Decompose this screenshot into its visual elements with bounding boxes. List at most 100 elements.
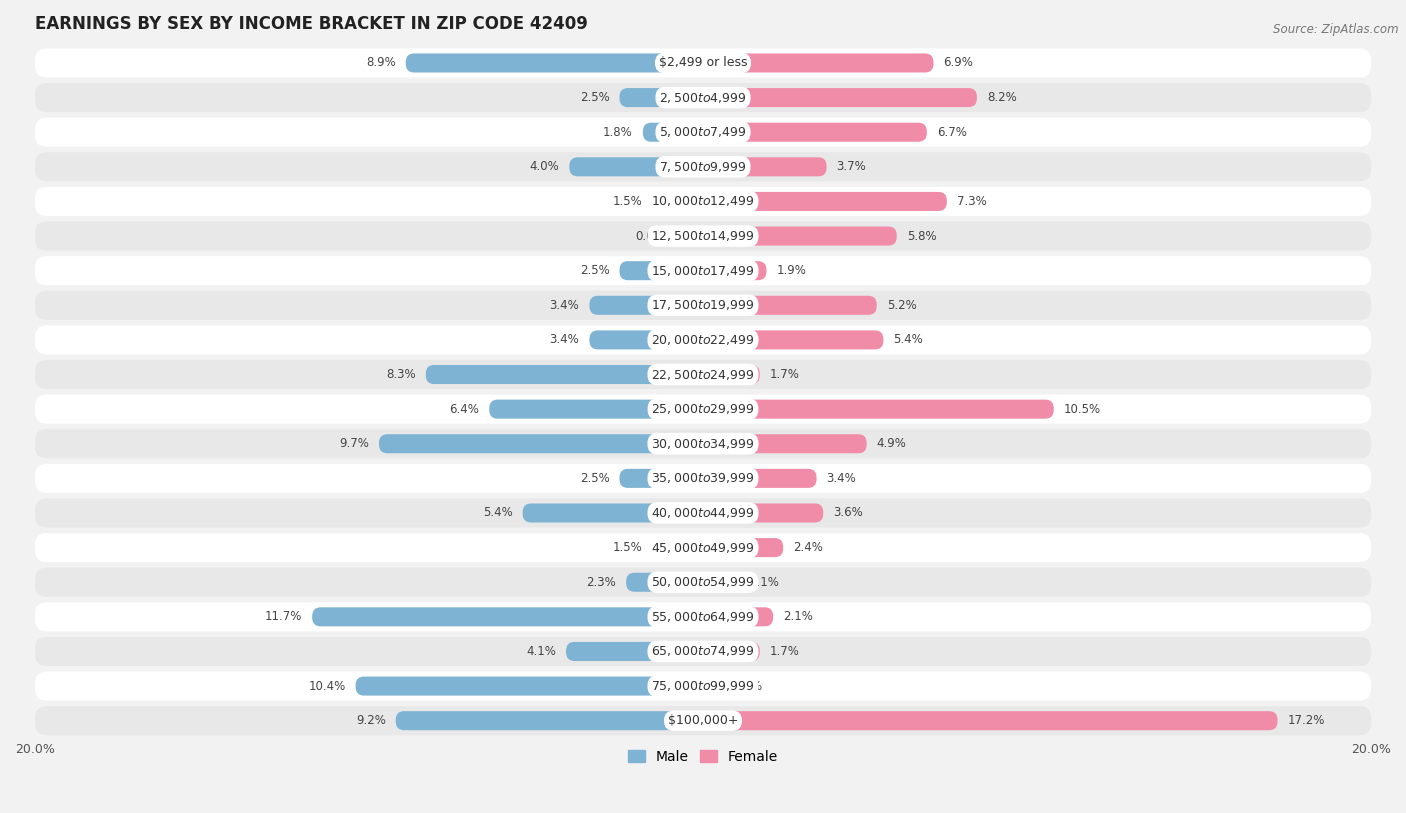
Text: $35,000 to $39,999: $35,000 to $39,999 [651,472,755,485]
FancyBboxPatch shape [652,538,703,557]
FancyBboxPatch shape [35,152,1371,181]
Text: $20,000 to $22,499: $20,000 to $22,499 [651,333,755,347]
FancyBboxPatch shape [356,676,703,696]
FancyBboxPatch shape [703,330,883,350]
Text: 3.7%: 3.7% [837,160,866,173]
FancyBboxPatch shape [35,49,1371,77]
Text: $7,500 to $9,999: $7,500 to $9,999 [659,160,747,174]
Text: 5.4%: 5.4% [482,506,513,520]
Text: $50,000 to $54,999: $50,000 to $54,999 [651,576,755,589]
FancyBboxPatch shape [703,400,1053,419]
Text: 4.1%: 4.1% [526,645,555,658]
Text: $17,500 to $19,999: $17,500 to $19,999 [651,298,755,312]
FancyBboxPatch shape [703,607,773,626]
Text: 1.7%: 1.7% [770,645,800,658]
Text: $5,000 to $7,499: $5,000 to $7,499 [659,125,747,139]
FancyBboxPatch shape [620,261,703,280]
Text: 3.4%: 3.4% [827,472,856,485]
Text: 5.2%: 5.2% [887,299,917,312]
Text: 7.3%: 7.3% [957,195,987,208]
FancyBboxPatch shape [35,567,1371,597]
FancyBboxPatch shape [643,123,703,141]
FancyBboxPatch shape [703,469,817,488]
Text: 17.2%: 17.2% [1288,714,1324,727]
Text: 1.7%: 1.7% [770,368,800,381]
Text: 2.5%: 2.5% [579,472,609,485]
Text: 4.0%: 4.0% [530,160,560,173]
Text: 5.4%: 5.4% [893,333,924,346]
FancyBboxPatch shape [35,464,1371,493]
Text: 9.7%: 9.7% [339,437,368,450]
Text: $100,000+: $100,000+ [668,714,738,727]
Text: 10.4%: 10.4% [308,680,346,693]
FancyBboxPatch shape [703,296,877,315]
FancyBboxPatch shape [395,711,703,730]
Text: $12,500 to $14,999: $12,500 to $14,999 [651,229,755,243]
Text: $22,500 to $24,999: $22,500 to $24,999 [651,367,755,381]
FancyBboxPatch shape [35,118,1371,146]
FancyBboxPatch shape [703,365,759,384]
Text: 11.7%: 11.7% [264,611,302,624]
Text: 6.4%: 6.4% [450,402,479,415]
FancyBboxPatch shape [703,227,897,246]
Text: 1.9%: 1.9% [776,264,807,277]
FancyBboxPatch shape [567,642,703,661]
FancyBboxPatch shape [523,503,703,523]
Text: $30,000 to $34,999: $30,000 to $34,999 [651,437,755,450]
FancyBboxPatch shape [703,157,827,176]
Text: 2.5%: 2.5% [579,91,609,104]
Text: 3.4%: 3.4% [550,299,579,312]
FancyBboxPatch shape [703,711,1278,730]
Text: $25,000 to $29,999: $25,000 to $29,999 [651,402,755,416]
FancyBboxPatch shape [35,672,1371,701]
FancyBboxPatch shape [703,676,716,696]
Text: $45,000 to $49,999: $45,000 to $49,999 [651,541,755,554]
FancyBboxPatch shape [426,365,703,384]
Text: 4.9%: 4.9% [877,437,907,450]
Text: 8.3%: 8.3% [387,368,416,381]
Text: $65,000 to $74,999: $65,000 to $74,999 [651,645,755,659]
FancyBboxPatch shape [703,503,824,523]
FancyBboxPatch shape [703,572,740,592]
Text: 3.6%: 3.6% [834,506,863,520]
Text: 1.5%: 1.5% [613,541,643,554]
FancyBboxPatch shape [589,296,703,315]
FancyBboxPatch shape [35,187,1371,216]
FancyBboxPatch shape [489,400,703,419]
Text: 0.61%: 0.61% [636,229,672,242]
FancyBboxPatch shape [703,54,934,72]
Text: 2.3%: 2.3% [586,576,616,589]
Text: 1.1%: 1.1% [749,576,780,589]
FancyBboxPatch shape [620,469,703,488]
Text: $15,000 to $17,499: $15,000 to $17,499 [651,263,755,278]
Text: 1.5%: 1.5% [613,195,643,208]
FancyBboxPatch shape [35,394,1371,424]
Text: $2,500 to $4,999: $2,500 to $4,999 [659,90,747,105]
FancyBboxPatch shape [626,572,703,592]
FancyBboxPatch shape [35,637,1371,666]
Text: $75,000 to $99,999: $75,000 to $99,999 [651,679,755,693]
Text: 2.1%: 2.1% [783,611,813,624]
Text: 10.5%: 10.5% [1064,402,1101,415]
FancyBboxPatch shape [35,221,1371,250]
Text: 8.2%: 8.2% [987,91,1017,104]
Text: 5.8%: 5.8% [907,229,936,242]
FancyBboxPatch shape [589,330,703,350]
Text: 6.7%: 6.7% [936,126,967,139]
FancyBboxPatch shape [380,434,703,454]
FancyBboxPatch shape [703,642,759,661]
Text: 1.8%: 1.8% [603,126,633,139]
FancyBboxPatch shape [35,325,1371,354]
FancyBboxPatch shape [35,360,1371,389]
FancyBboxPatch shape [620,88,703,107]
Text: 0.37%: 0.37% [725,680,762,693]
Text: $40,000 to $44,999: $40,000 to $44,999 [651,506,755,520]
FancyBboxPatch shape [35,533,1371,562]
FancyBboxPatch shape [652,192,703,211]
FancyBboxPatch shape [703,261,766,280]
Text: 2.4%: 2.4% [793,541,823,554]
FancyBboxPatch shape [406,54,703,72]
Text: $55,000 to $64,999: $55,000 to $64,999 [651,610,755,624]
FancyBboxPatch shape [35,291,1371,320]
Text: 2.5%: 2.5% [579,264,609,277]
